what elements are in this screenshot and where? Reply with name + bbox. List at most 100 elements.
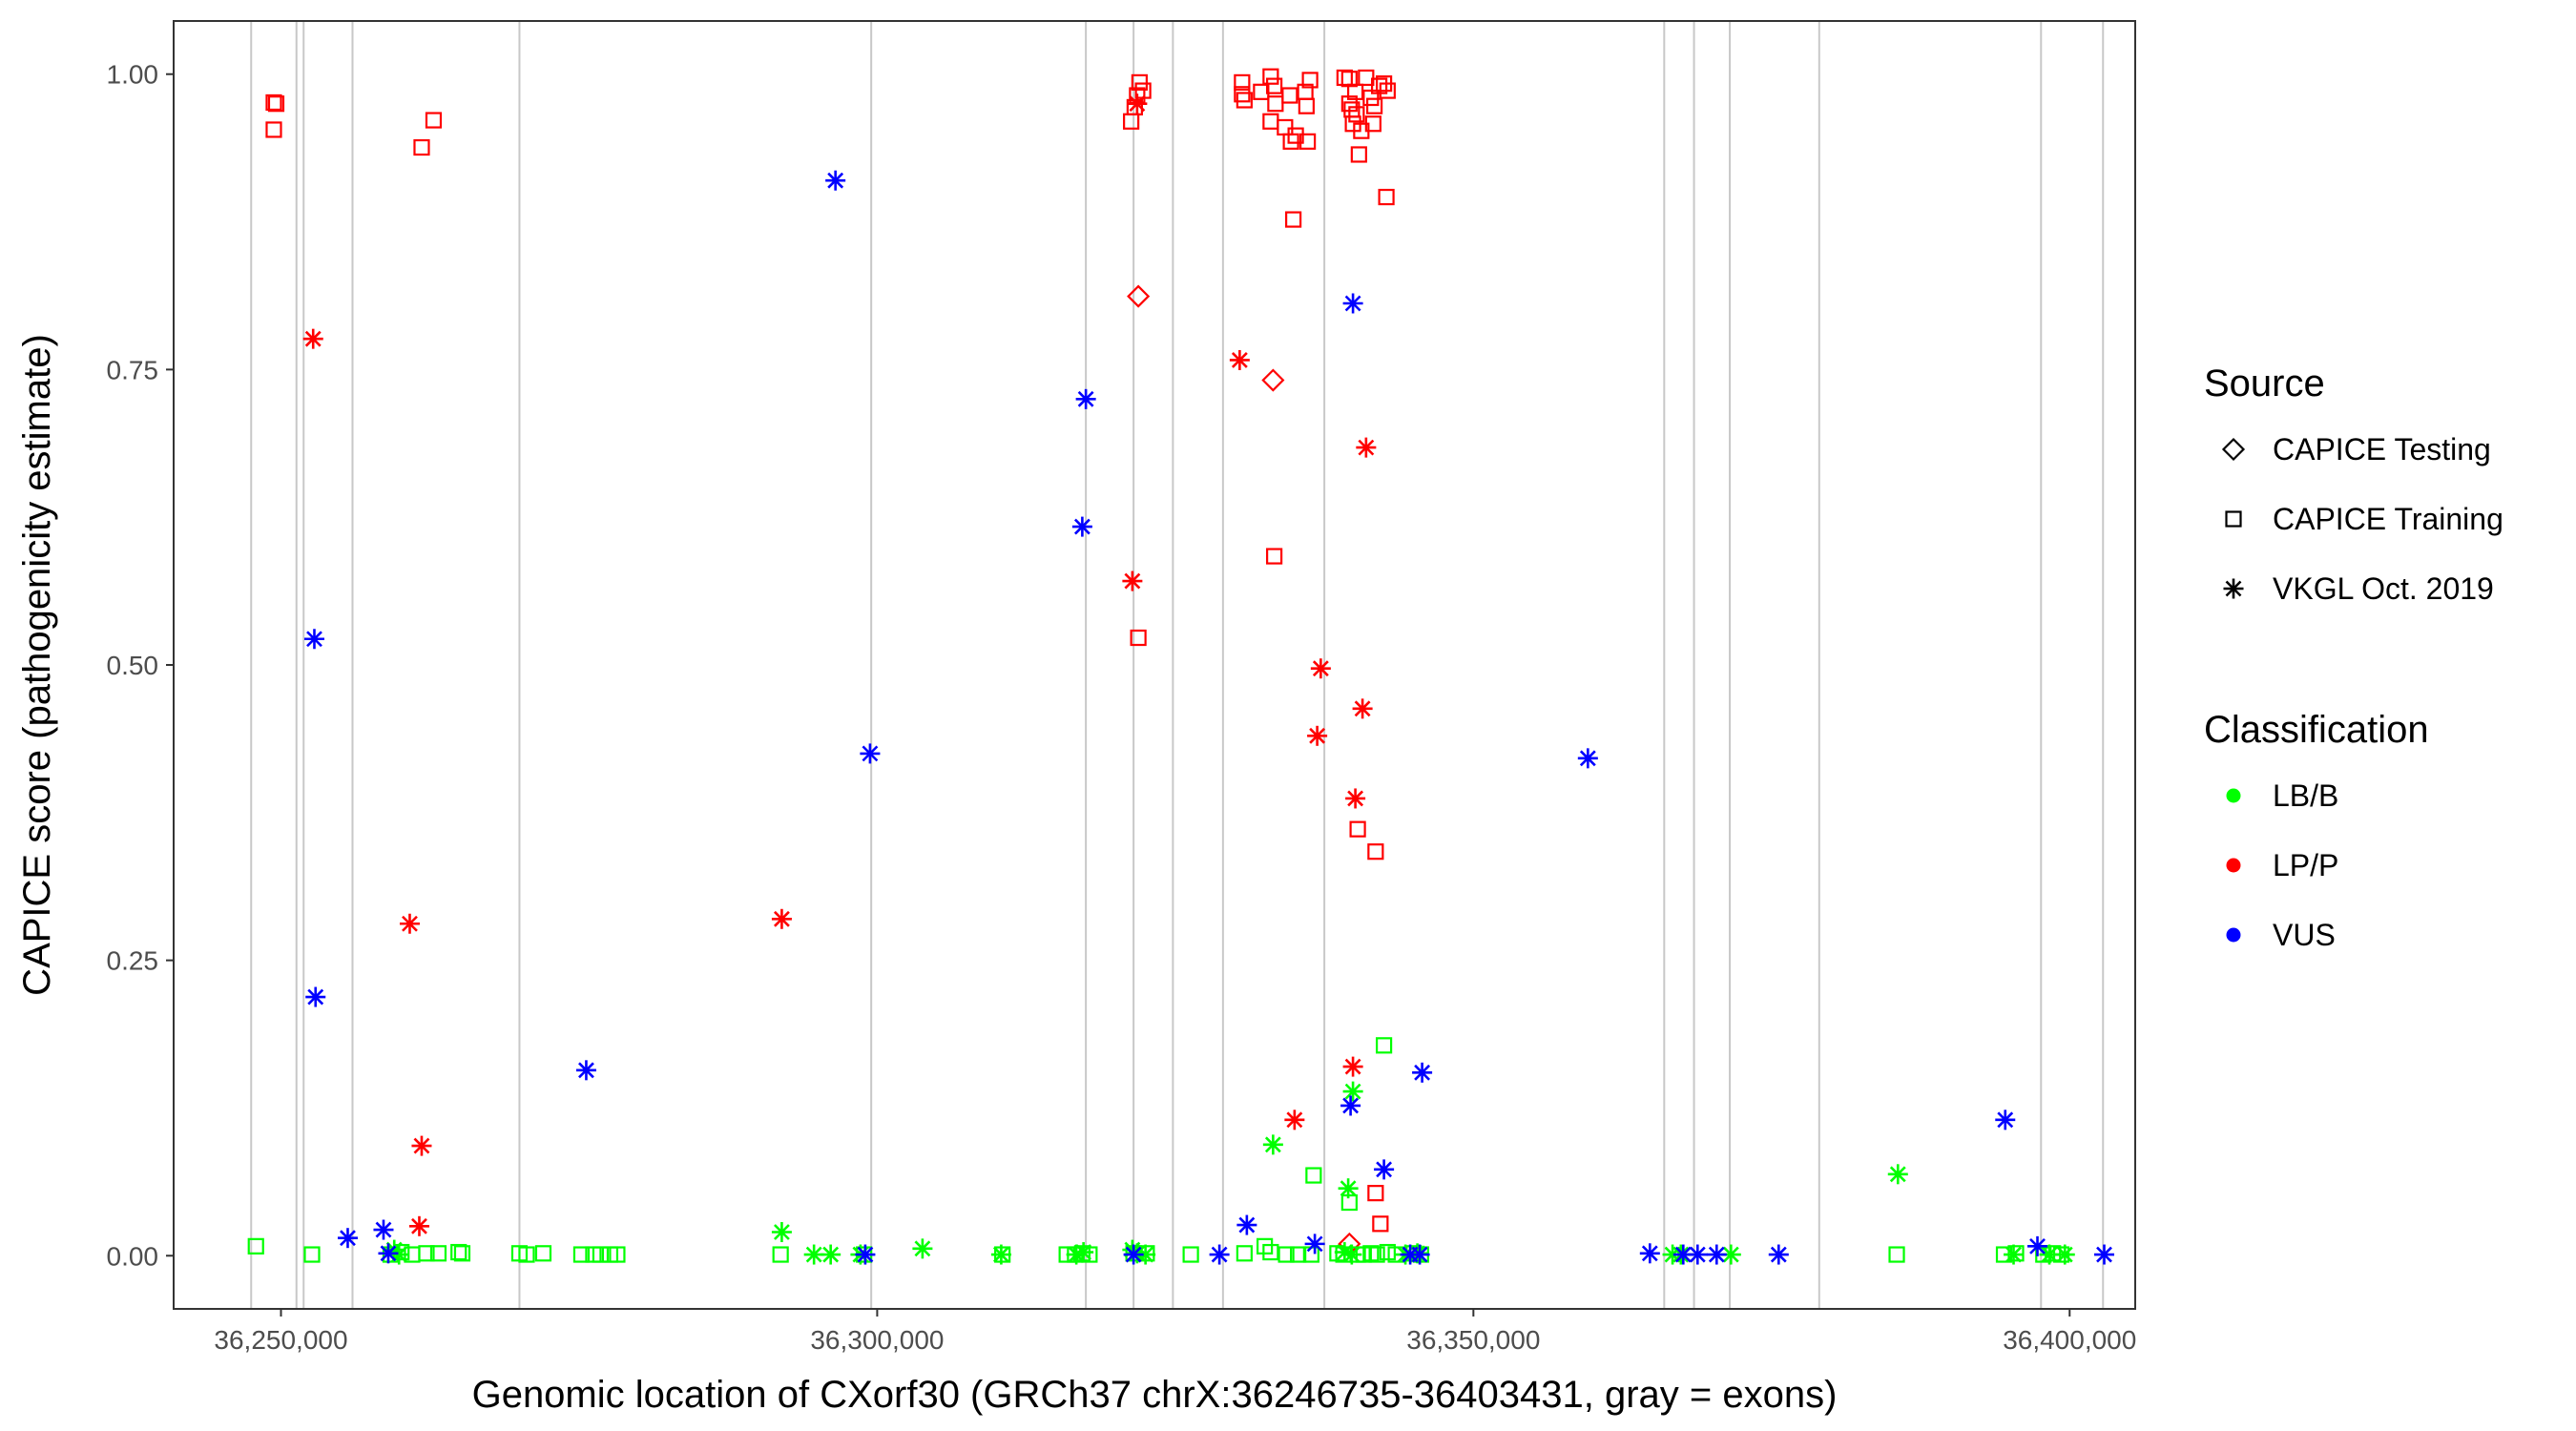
data-point-lbb-square: [303, 1246, 321, 1263]
data-point-lpp-asterisk: [1284, 1110, 1305, 1130]
data-point-lbb-asterisk: [2039, 1244, 2060, 1265]
data-point-lbb-asterisk: [1262, 1134, 1283, 1155]
data-point-vus-asterisk: [1209, 1244, 1230, 1265]
data-point-lpp-square: [425, 112, 443, 129]
data-point-lpp-asterisk: [399, 913, 420, 934]
data-point-lbb-square: [1305, 1167, 1322, 1184]
data-point-vus-asterisk: [1687, 1244, 1708, 1265]
x-tick-label: 36,350,000: [1406, 1325, 1540, 1355]
data-point-lpp-asterisk: [1310, 658, 1331, 679]
data-point-vus-asterisk: [1639, 1243, 1660, 1264]
data-point-vus-asterisk: [860, 743, 881, 764]
data-point-lpp-diamond: [1127, 284, 1151, 308]
data-point-vus-asterisk: [305, 986, 326, 1007]
data-point-lpp-square: [413, 138, 430, 156]
y-axis-title: CAPICE score (pathogenicity estimate): [16, 334, 58, 996]
legend-classification-label: VUS: [2273, 918, 2336, 952]
data-point-lpp-square: [1340, 71, 1358, 88]
data-point-lpp-asterisk: [1122, 570, 1143, 591]
data-point-lpp-square: [1298, 97, 1315, 114]
legend-classification-items: LB/B LP/P VUS: [2226, 778, 2338, 952]
x-tick-label: 36,400,000: [2003, 1325, 2136, 1355]
data-point-vus-asterisk: [1071, 516, 1092, 537]
data-point-lpp-square: [1370, 77, 1388, 94]
data-point-lbb-asterisk: [771, 1221, 792, 1242]
legend-key-dot: [2226, 788, 2241, 803]
data-point-vus-asterisk: [855, 1244, 876, 1265]
data-point-lbb-asterisk: [821, 1244, 841, 1265]
data-point-lpp-square: [1266, 77, 1283, 94]
data-point-lpp-square: [1346, 83, 1364, 100]
data-point-lpp-square: [1301, 72, 1319, 89]
y-tick-label: 0.00: [107, 1241, 159, 1271]
data-point-lpp-square: [1336, 69, 1353, 87]
data-point-lbb-asterisk: [1887, 1164, 1908, 1185]
data-point-lbb-square: [1362, 1245, 1380, 1262]
data-point-vus-asterisk: [378, 1243, 399, 1264]
data-point-lpp-square: [267, 95, 285, 113]
data-points: [247, 68, 2115, 1265]
legend-classification-title: Classification: [2204, 709, 2429, 751]
data-point-lpp-square: [1372, 1215, 1389, 1233]
data-point-vus-asterisk: [303, 629, 324, 650]
data-point-lbb-asterisk: [1341, 1244, 1362, 1265]
data-point-lpp-square: [1348, 106, 1365, 123]
data-point-lpp-square: [1287, 127, 1304, 144]
data-point-lbb-square: [1368, 1246, 1385, 1263]
data-point-lbb-square: [418, 1245, 435, 1262]
data-point-lpp-square: [1364, 115, 1381, 133]
data-point-vus-asterisk: [1075, 388, 1096, 409]
legend-source-label: CAPICE Training: [2273, 502, 2503, 536]
data-point-vus-asterisk: [1304, 1234, 1325, 1255]
data-point-vus-asterisk: [825, 170, 846, 191]
data-point-lpp-square: [1253, 83, 1270, 100]
data-point-lbb-asterisk: [990, 1244, 1011, 1265]
data-point-lpp-square: [1378, 188, 1395, 206]
data-point-lpp-asterisk: [1342, 1056, 1363, 1077]
data-point-vus-asterisk: [1342, 293, 1363, 314]
data-point-lbb-square: [429, 1245, 447, 1262]
data-point-lbb-square: [518, 1246, 535, 1263]
data-point-vus-asterisk: [2094, 1244, 2115, 1265]
data-point-lbb-square: [1236, 1245, 1253, 1262]
data-point-lbb-asterisk: [803, 1244, 824, 1265]
legend-source-label: VKGL Oct. 2019: [2273, 571, 2494, 606]
legend-key-diamond: [2221, 437, 2246, 462]
data-point-lpp-asterisk: [1229, 349, 1250, 370]
data-point-lpp-square: [1282, 133, 1299, 150]
data-point-lbb-asterisk: [1073, 1242, 1094, 1263]
data-point-vus-asterisk: [575, 1060, 596, 1081]
data-point-lpp-square: [1367, 1185, 1384, 1202]
data-point-vus-asterisk: [1409, 1244, 1430, 1265]
legend-classification-label: LP/P: [2273, 848, 2338, 882]
x-tick-label: 36,250,000: [214, 1325, 347, 1355]
data-point-lpp-square: [1379, 82, 1396, 99]
data-point-lbb-square: [453, 1245, 471, 1262]
y-tick-label: 0.50: [107, 651, 159, 680]
data-point-lpp-asterisk: [411, 1135, 432, 1156]
data-point-vus-asterisk: [1577, 748, 1598, 769]
y-tick-label: 1.00: [107, 60, 159, 90]
axes: 36,250,000 36,300,000 36,350,000 36,400,000…: [107, 60, 2137, 1355]
data-point-lbb-square: [1379, 1243, 1396, 1261]
data-point-lpp-diamond: [1261, 368, 1285, 392]
data-point-lpp-asterisk: [1307, 725, 1328, 746]
data-point-lbb-square: [1888, 1246, 1905, 1263]
data-point-lpp-asterisk: [1356, 437, 1377, 458]
data-point-lbb-asterisk: [912, 1238, 933, 1259]
data-point-lpp-square: [1358, 69, 1375, 87]
data-point-lpp-asterisk: [1127, 93, 1148, 114]
data-point-lbb-square: [450, 1243, 467, 1261]
data-point-lbb-asterisk: [1342, 1081, 1363, 1102]
data-point-vus-asterisk: [1706, 1244, 1727, 1265]
data-point-lbb-square: [1278, 1246, 1295, 1263]
data-point-lbb-square: [1257, 1237, 1274, 1255]
data-point-lpp-square: [1367, 843, 1384, 861]
data-point-lbb-square: [1290, 1246, 1307, 1263]
data-point-vus-asterisk: [1995, 1110, 2016, 1130]
data-point-vus-asterisk: [2027, 1235, 2048, 1256]
data-point-lpp-asterisk: [302, 328, 323, 349]
data-point-lpp-asterisk: [1352, 698, 1373, 719]
data-point-lpp-square: [1349, 820, 1366, 838]
